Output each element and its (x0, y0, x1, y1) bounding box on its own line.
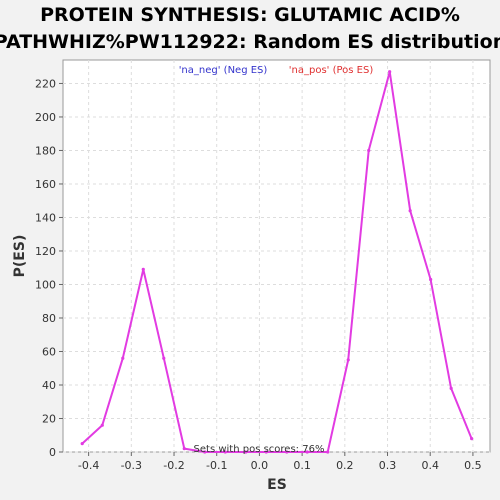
y-tick-label: 40 (42, 379, 56, 392)
y-tick-label: 160 (35, 178, 56, 191)
x-tick-label: 0.2 (336, 459, 354, 472)
pos-scores-annotation: Sets with pos scores: 76% (194, 444, 325, 455)
data-point (367, 148, 371, 153)
y-tick-label: 20 (42, 412, 56, 425)
y-tick-label: 0 (49, 446, 56, 459)
grid (63, 60, 490, 453)
y-tick-label: 220 (35, 77, 56, 90)
data-point (80, 442, 84, 446)
y-tick-label: 180 (35, 144, 56, 157)
legend-pos-label: 'na_pos' (Pos ES) (289, 65, 374, 76)
x-tick-label: -0.3 (121, 459, 142, 472)
data-point (244, 450, 248, 454)
data-point (162, 356, 166, 360)
data-point (388, 70, 392, 74)
x-tick-label: -0.1 (206, 459, 227, 472)
y-tick-label: 80 (42, 312, 56, 325)
data-point (408, 209, 412, 213)
y-axis: 0 20 40 60 80 100 120 140 160 180 200 220 (35, 77, 63, 459)
x-tick-label: 0.5 (464, 459, 482, 472)
data-point (121, 356, 125, 360)
data-point (470, 436, 474, 441)
data-point (203, 450, 207, 454)
data-point (100, 423, 104, 427)
x-tick-label: 0.0 (251, 459, 269, 472)
y-tick-label: 120 (35, 245, 56, 258)
x-axis: -0.4 -0.3 -0.2 -0.1 0.0 0.1 0.2 0.3 0.4 0.5 (78, 452, 482, 472)
data-point (346, 358, 350, 362)
chart-title-line-2: PATHWHIZ%PW112922: Random ES distributio… (0, 31, 500, 53)
chart-title-line-1: PROTEIN SYNTHESIS: GLUTAMIC ACID% (40, 4, 460, 26)
series-group (80, 70, 474, 454)
x-tick-label: -0.4 (78, 459, 99, 472)
y-tick-label: 200 (35, 111, 56, 124)
data-point (182, 447, 186, 451)
x-tick-label: 0.3 (379, 459, 397, 472)
y-tick-label: 60 (42, 345, 56, 358)
data-point (264, 450, 268, 454)
y-tick-label: 100 (35, 278, 56, 291)
x-tick-label: 0.1 (293, 459, 311, 472)
legend-neg-label: 'na_neg' (Neg ES) (179, 65, 268, 76)
data-point (223, 450, 227, 454)
data-point (449, 386, 453, 390)
series-line (81, 70, 473, 453)
data-point (285, 450, 289, 454)
data-point (429, 277, 433, 282)
plot-area (62, 59, 491, 453)
x-axis-label: ES (267, 477, 287, 493)
y-tick-label: 140 (35, 211, 56, 224)
data-point (305, 450, 309, 454)
y-axis-label: P(ES) (12, 235, 28, 278)
data-point (326, 450, 330, 454)
x-tick-label: -0.2 (163, 459, 184, 472)
x-tick-label: 0.4 (421, 459, 439, 472)
data-point (141, 267, 145, 272)
